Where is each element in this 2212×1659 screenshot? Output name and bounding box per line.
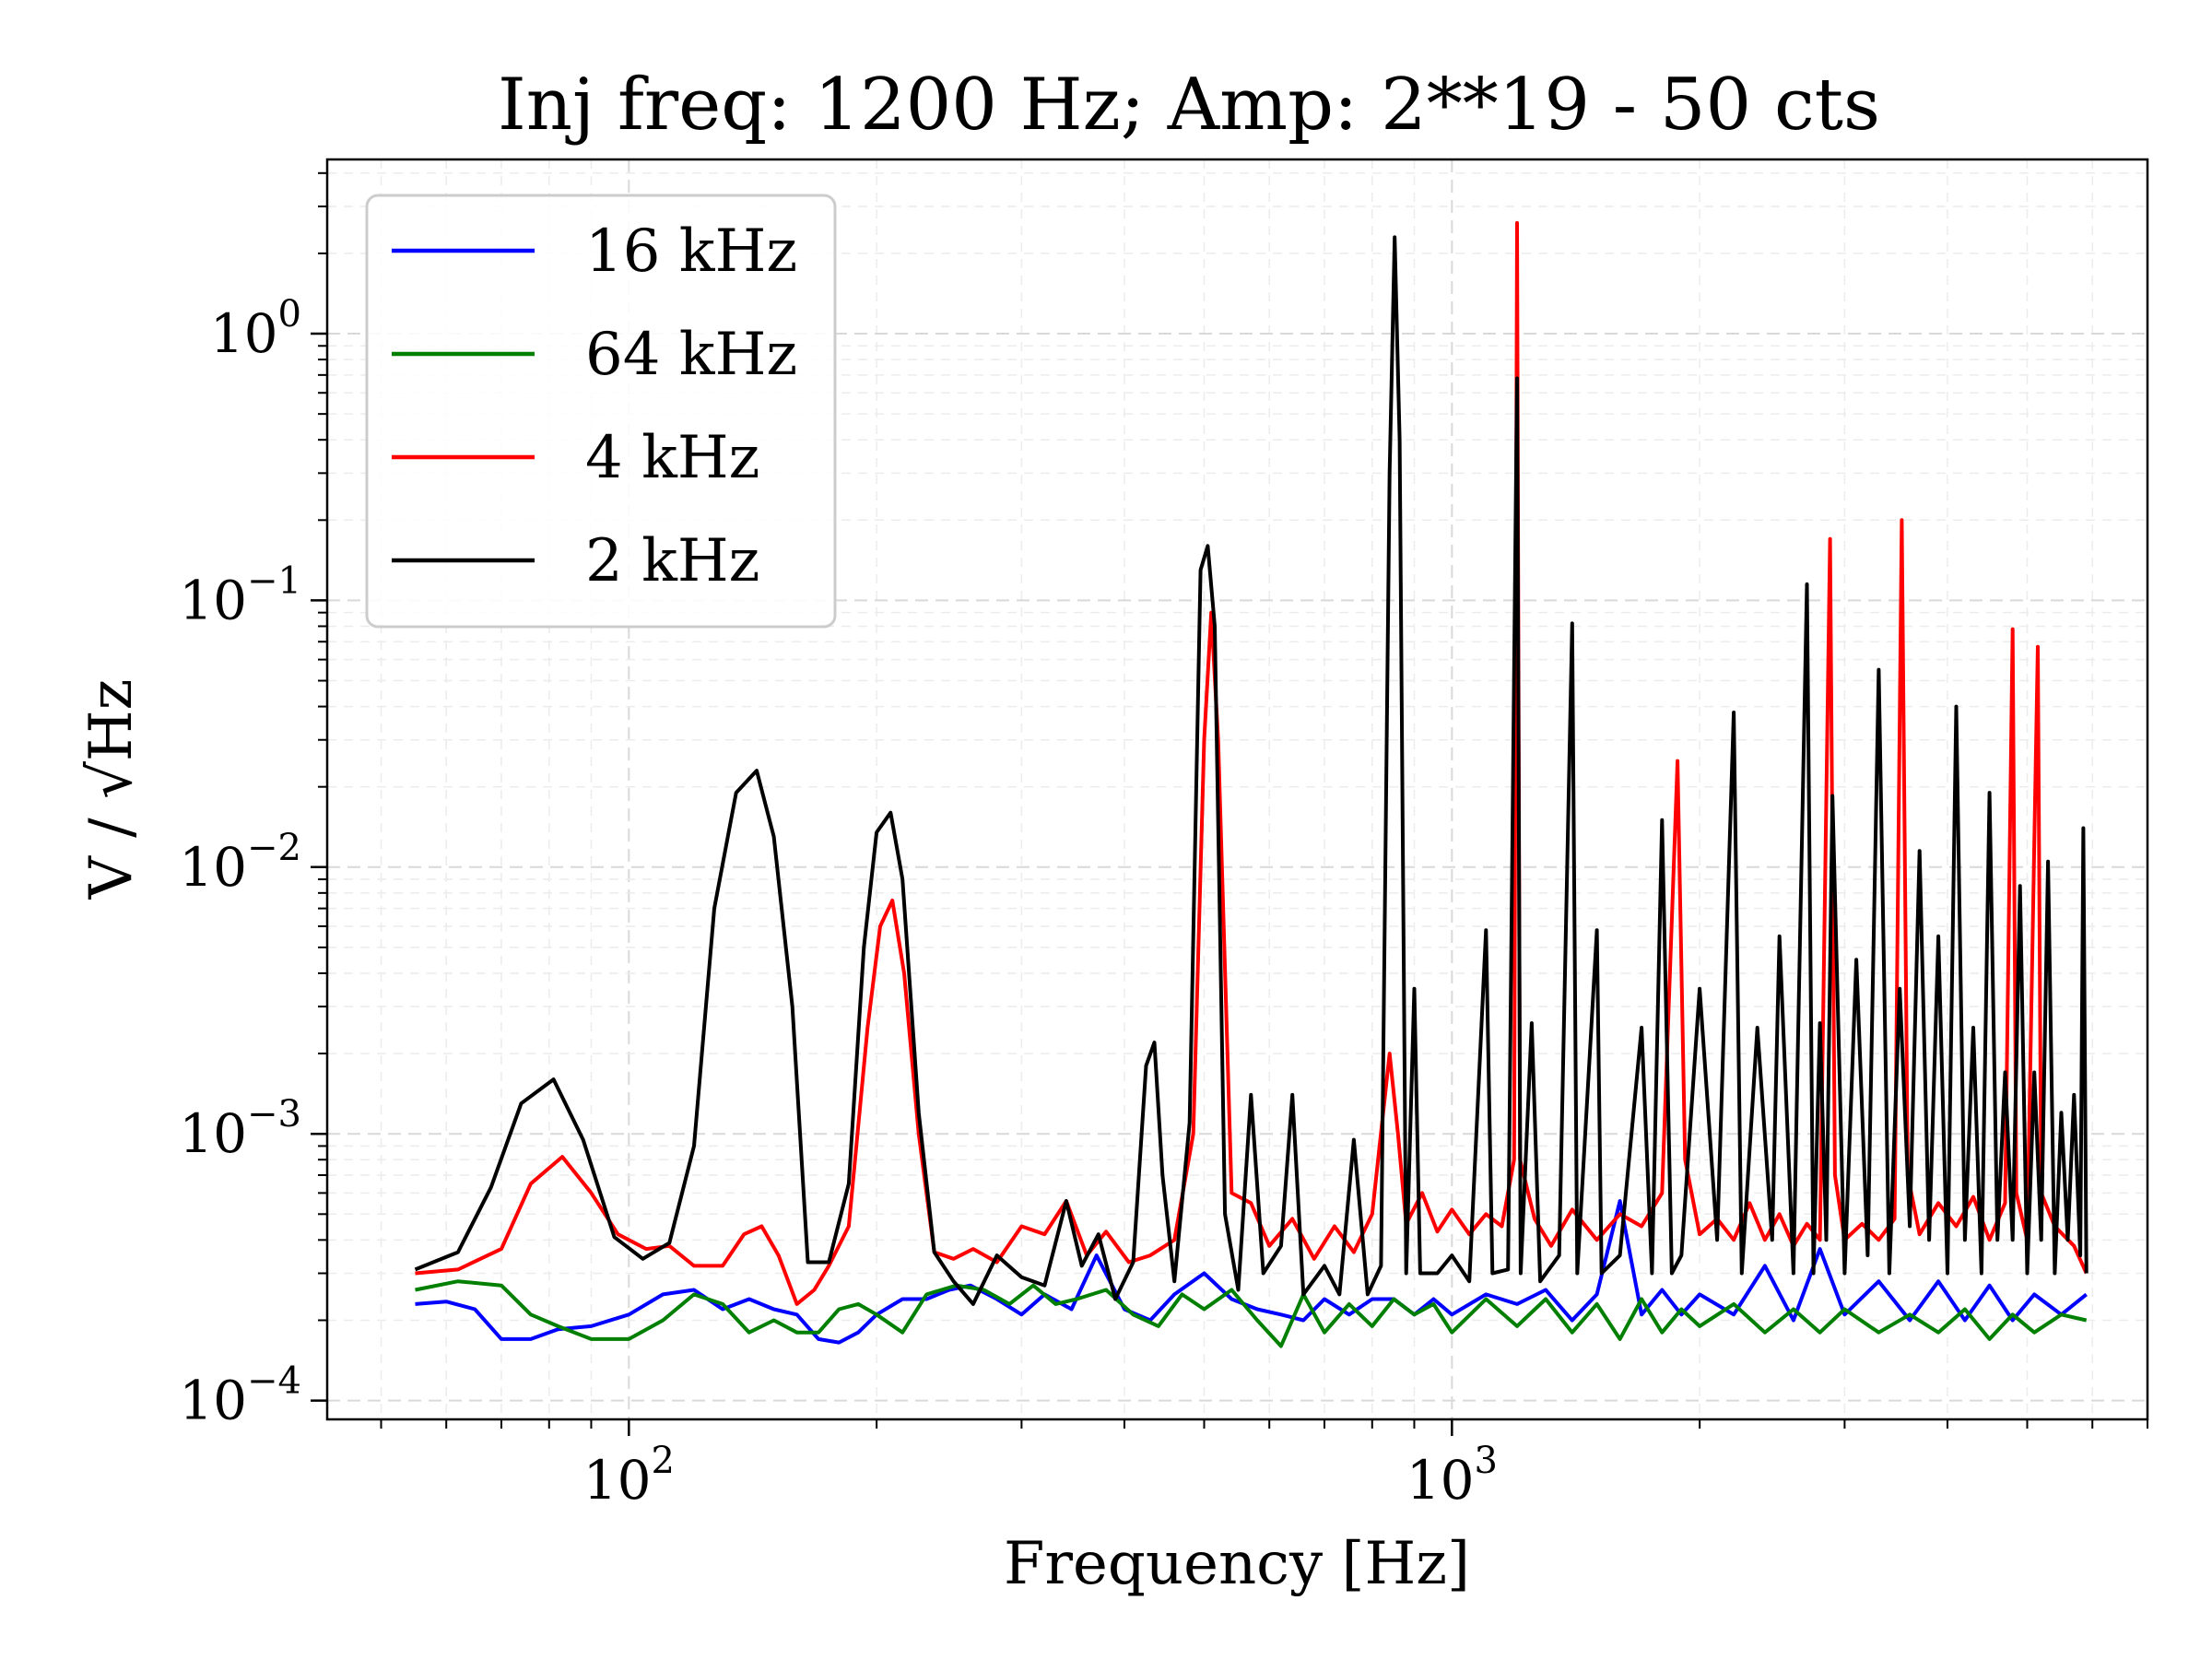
legend-label: 64 kHz — [585, 321, 797, 389]
y-tick-label: 10−2 — [179, 827, 301, 899]
x-tick-label: 102 — [583, 1440, 675, 1512]
series-line-2-khz — [414, 235, 2088, 1306]
chart-title: Inj freq: 1200 Hz; Amp: 2**19 - 50 cts — [498, 64, 1880, 147]
legend-label: 2 kHz — [585, 527, 759, 595]
y-tick-label: 10−4 — [179, 1360, 301, 1432]
series-line-16-khz — [415, 1199, 2088, 1345]
series-line-64-khz — [415, 1279, 2088, 1348]
axis-ticks: 102 103 100 10−1 10−2 10−3 10−4 — [179, 171, 2148, 1512]
legend-label: 16 kHz — [585, 218, 797, 286]
y-axis-label: V / √Hz — [77, 679, 146, 900]
y-tick-label: 10−3 — [179, 1093, 301, 1165]
plot-frame — [325, 158, 2149, 1421]
x-axis-label: Frequency [Hz] — [1004, 1530, 1470, 1598]
series-layer — [414, 220, 2088, 1348]
legend-frame — [365, 194, 837, 629]
x-tick-label: 103 — [1406, 1440, 1498, 1512]
y-tick-label: 10−1 — [179, 559, 301, 631]
y-tick-label: 100 — [210, 293, 301, 365]
legend: 16 kHz 64 kHz 4 kHz 2 kHz — [365, 194, 837, 629]
legend-label: 4 kHz — [585, 424, 759, 492]
